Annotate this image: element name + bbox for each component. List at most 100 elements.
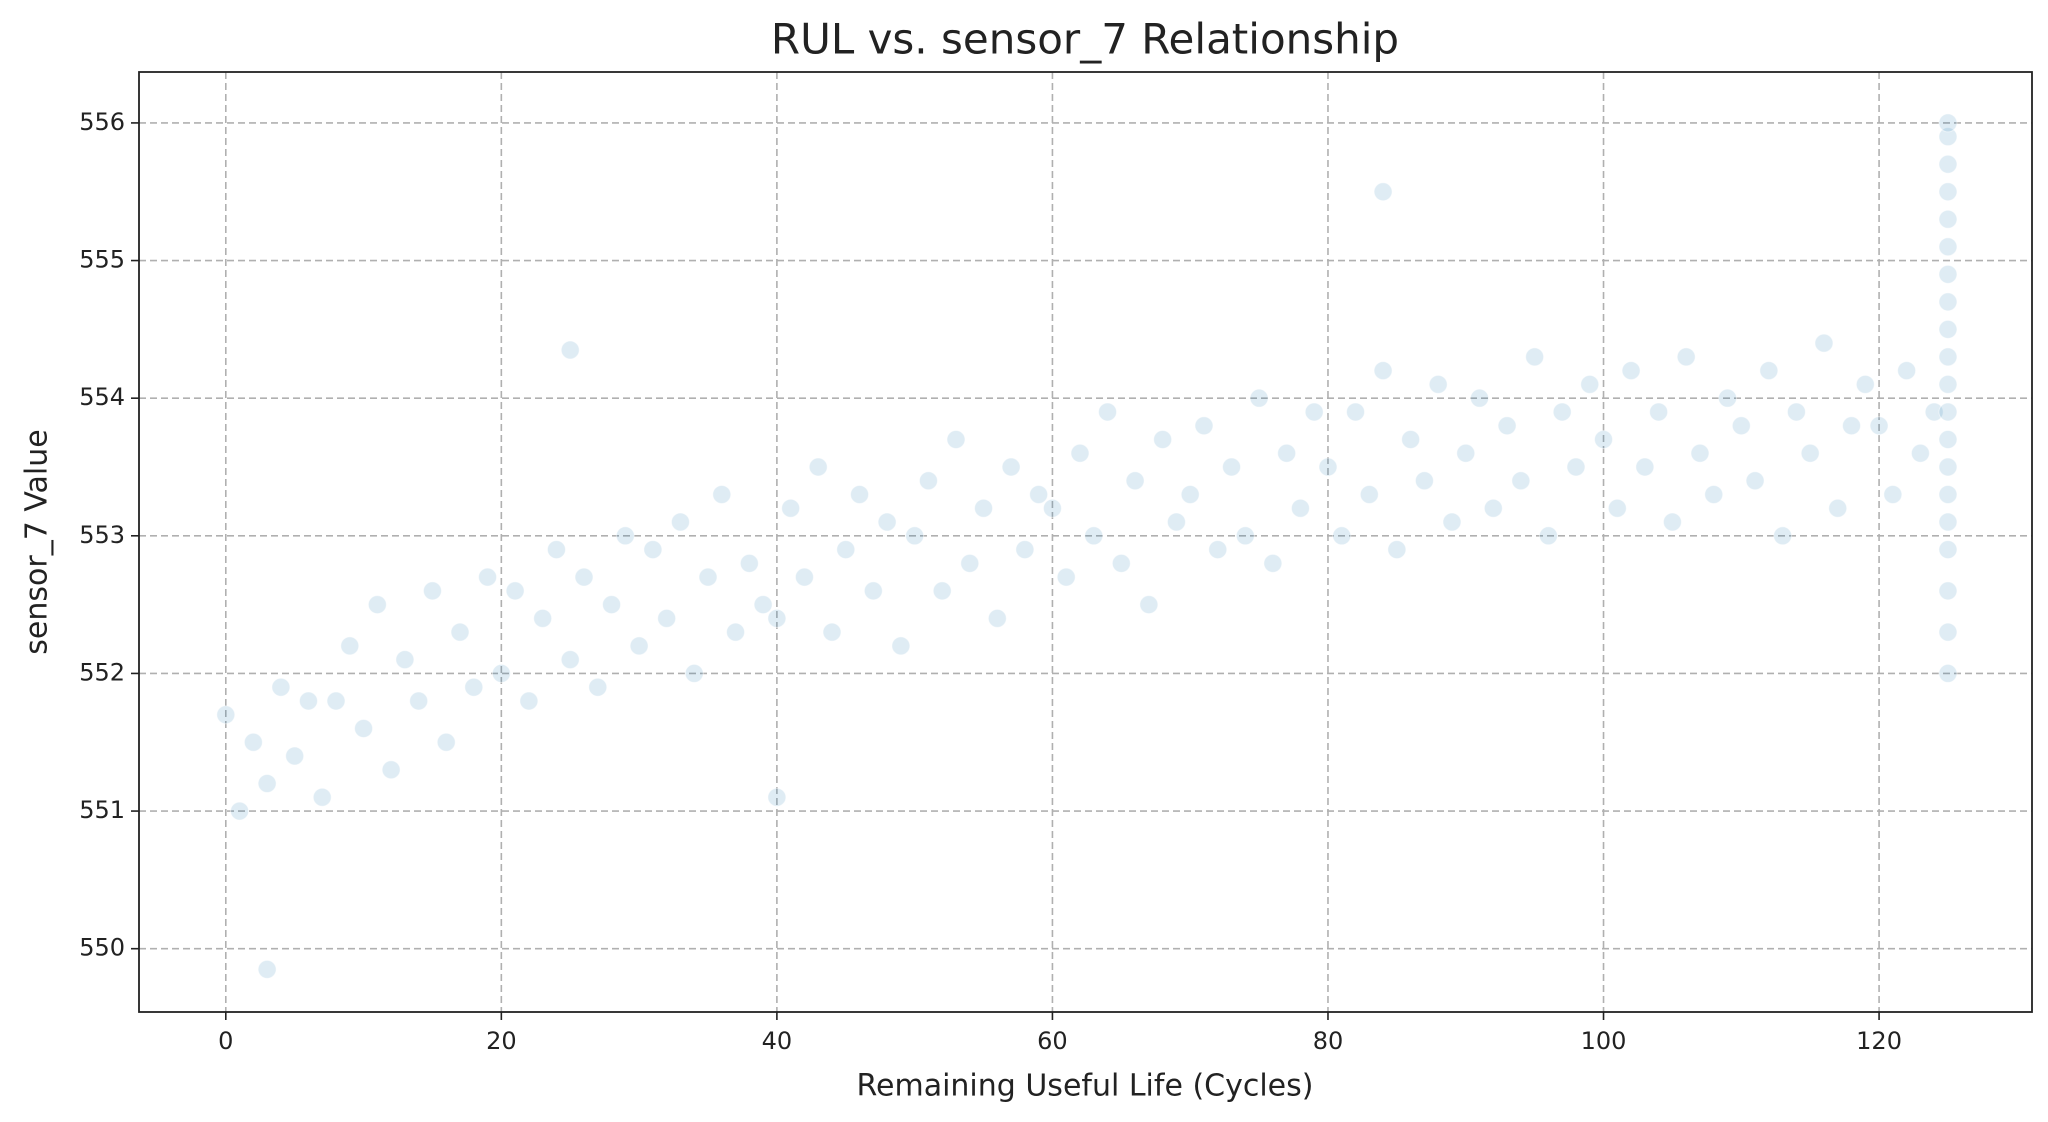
point	[753, 595, 773, 615]
point	[257, 774, 277, 794]
point	[1125, 471, 1145, 491]
point	[836, 540, 856, 560]
point	[1235, 526, 1255, 546]
point	[684, 663, 704, 683]
point	[257, 959, 277, 979]
point	[588, 677, 608, 697]
point	[1015, 540, 1035, 560]
point	[1139, 595, 1159, 615]
point	[464, 677, 484, 697]
point	[1745, 471, 1765, 491]
point	[1001, 457, 1021, 477]
point	[1938, 512, 1958, 532]
point	[354, 718, 374, 738]
point	[767, 608, 787, 628]
point	[946, 429, 966, 449]
point	[794, 567, 814, 587]
point	[1263, 553, 1283, 573]
point	[960, 553, 980, 573]
point	[1662, 512, 1682, 532]
point	[1580, 374, 1600, 394]
point	[1938, 347, 1958, 367]
point	[230, 801, 250, 821]
point	[1552, 402, 1572, 422]
point	[877, 512, 897, 532]
point	[1869, 416, 1889, 436]
point	[1042, 498, 1062, 518]
point	[1718, 388, 1738, 408]
point	[767, 787, 787, 807]
chart-title: RUL vs. sensor_7 Relationship	[771, 15, 1399, 64]
point	[1910, 443, 1930, 463]
point	[1883, 485, 1903, 505]
point	[1483, 498, 1503, 518]
point	[1084, 526, 1104, 546]
point	[533, 608, 553, 628]
point	[560, 650, 580, 670]
x-tick-label: 20	[486, 1027, 517, 1055]
point	[1538, 526, 1558, 546]
point	[1938, 402, 1958, 422]
point	[1401, 429, 1421, 449]
point	[1938, 374, 1958, 394]
y-tick-label: 551	[79, 796, 125, 824]
point	[905, 526, 925, 546]
point	[1470, 388, 1490, 408]
point	[615, 526, 635, 546]
point	[491, 663, 511, 683]
point	[1414, 471, 1434, 491]
point	[1525, 347, 1545, 367]
x-tick-label: 0	[218, 1027, 233, 1055]
point	[657, 608, 677, 628]
point	[1332, 526, 1352, 546]
point	[726, 622, 746, 642]
points	[216, 113, 1958, 979]
point	[1759, 361, 1779, 381]
point	[395, 650, 415, 670]
point	[271, 677, 291, 697]
point	[1208, 540, 1228, 560]
point	[918, 471, 938, 491]
point	[1938, 127, 1958, 147]
point	[822, 622, 842, 642]
point	[422, 581, 442, 601]
point	[381, 760, 401, 780]
point	[1373, 361, 1393, 381]
point	[974, 498, 994, 518]
point	[602, 595, 622, 615]
point	[1222, 457, 1242, 477]
x-tick-label: 60	[1037, 1027, 1068, 1055]
point	[1635, 457, 1655, 477]
point	[1731, 416, 1751, 436]
point	[712, 485, 732, 505]
x-tick-label: 80	[1313, 1027, 1344, 1055]
point	[629, 636, 649, 656]
point	[436, 732, 456, 752]
point	[1938, 319, 1958, 339]
point	[1800, 443, 1820, 463]
point	[1359, 485, 1379, 505]
point	[1938, 485, 1958, 505]
point	[1153, 429, 1173, 449]
point	[1938, 457, 1958, 477]
point	[1938, 581, 1958, 601]
point	[1828, 498, 1848, 518]
point	[1773, 526, 1793, 546]
point	[505, 581, 525, 601]
point	[326, 691, 346, 711]
point	[1704, 485, 1724, 505]
point	[1346, 402, 1366, 422]
point	[781, 498, 801, 518]
point	[1855, 374, 1875, 394]
point	[1166, 512, 1186, 532]
point	[1029, 485, 1049, 505]
point	[1594, 429, 1614, 449]
point	[1938, 622, 1958, 642]
y-axis-label: sensor_7 Value	[20, 429, 55, 654]
point	[1938, 154, 1958, 174]
point	[216, 705, 236, 725]
y-tick-label: 555	[79, 246, 125, 274]
point	[1098, 402, 1118, 422]
point	[1056, 567, 1076, 587]
